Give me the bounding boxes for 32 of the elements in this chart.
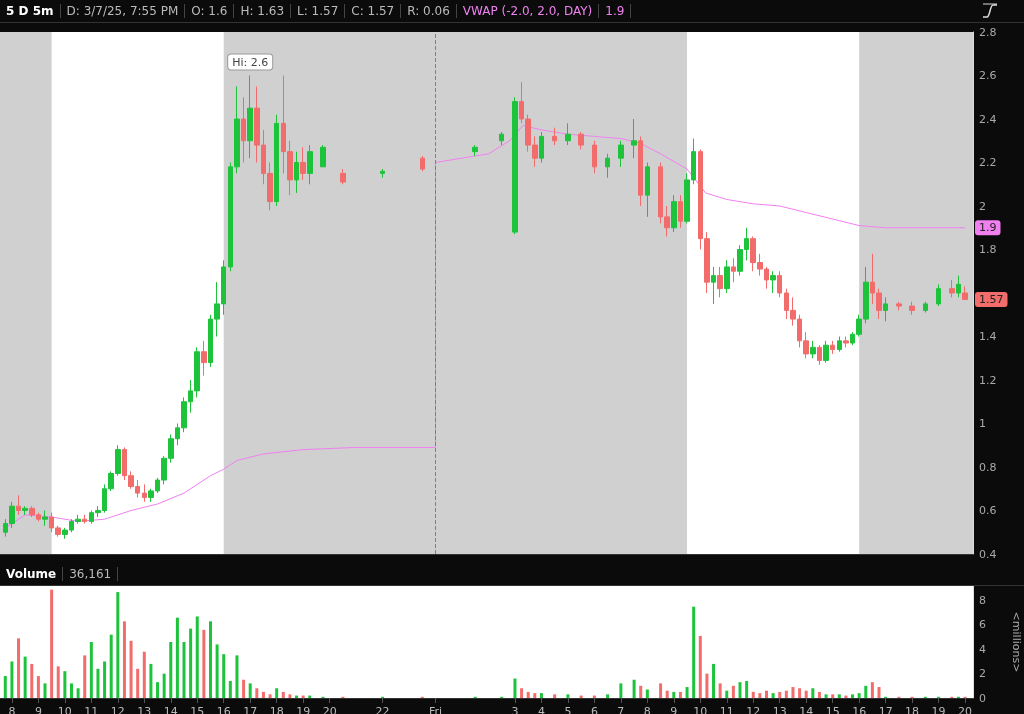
y-axis-title: <millions> — [1010, 611, 1023, 673]
chart-title: Volume — [0, 567, 64, 581]
y-tick-label: 2.8 — [979, 25, 997, 39]
text: H: 1.63 — [234, 4, 292, 18]
y-tick-label: 6 — [979, 618, 986, 632]
text: O: 1.6 — [185, 4, 235, 18]
text: VWAP (-2.0, 2.0, DAY) — [456, 4, 600, 18]
text: D: 3/7/25, 7:55 PM — [60, 4, 186, 18]
y-tick-label: 4 — [979, 642, 986, 656]
y-tick-label: 1.4 — [979, 330, 997, 343]
text: 1.9 — [599, 4, 632, 18]
y-tick-label: 2.4 — [979, 112, 997, 126]
chart-subtitle: 36,161 — [63, 567, 119, 581]
text: 1.9 — [979, 221, 997, 235]
y-tick-label: 0.6 — [979, 504, 997, 517]
y-tick-label: 1 — [979, 417, 986, 430]
y-tick-label: 0 — [979, 691, 986, 705]
y-tick-label: 1.2 — [979, 373, 997, 387]
y-tick-label: 8 — [979, 594, 986, 608]
y-tick-label: 2.2 — [979, 156, 997, 169]
y-tick-label: 1.8 — [979, 243, 997, 256]
y-tick-label: 2.6 — [979, 69, 997, 82]
y-tick-label: 2 — [979, 199, 986, 213]
text: C: 1.57 — [345, 4, 402, 18]
chart-title: 5 D 5m — [0, 4, 61, 18]
text: R: 0.06 — [401, 4, 457, 18]
text: 1.57 — [979, 293, 1004, 307]
y-tick-label: 0.4 — [979, 547, 997, 561]
y-tick-label: 0.8 — [979, 460, 997, 474]
text: L: 1.57 — [291, 4, 346, 18]
annotation: Hi: 2.6 — [232, 55, 269, 69]
y-tick-label: 2 — [979, 667, 986, 681]
